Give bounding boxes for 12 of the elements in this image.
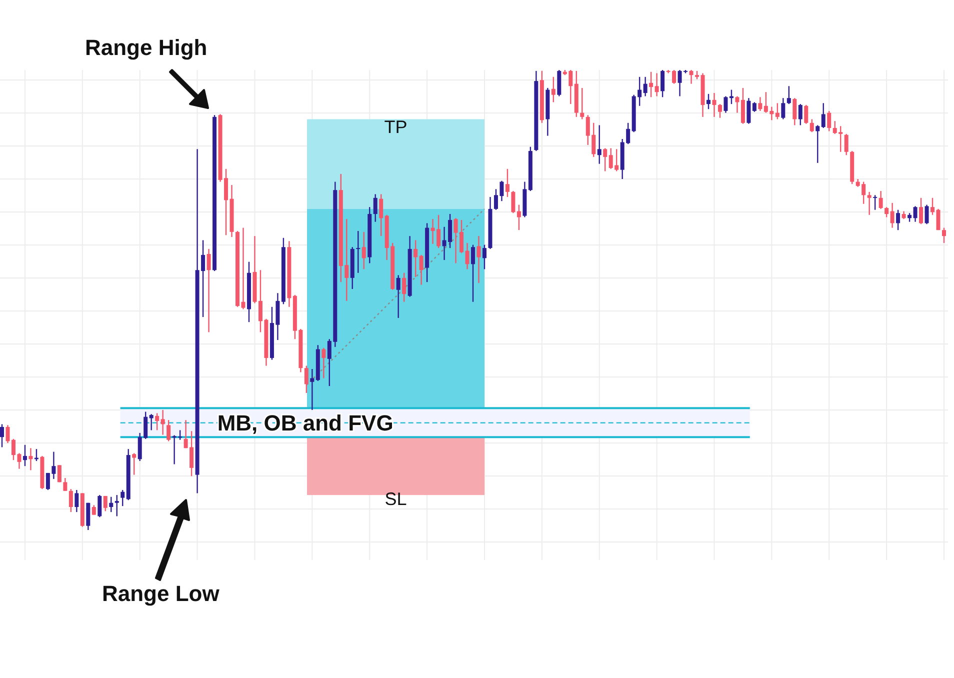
candlestick (206, 248, 211, 332)
candlestick (735, 96, 740, 113)
text: Range Low (102, 581, 220, 606)
candlestick (396, 275, 400, 318)
candlestick (160, 410, 165, 435)
candlestick (689, 70, 694, 84)
text: Range High (85, 35, 208, 60)
candlestick (867, 192, 872, 215)
candlestick (149, 414, 154, 430)
candlestick (310, 369, 314, 410)
band-label: TP (384, 117, 408, 138)
band-label: SL (384, 489, 407, 510)
